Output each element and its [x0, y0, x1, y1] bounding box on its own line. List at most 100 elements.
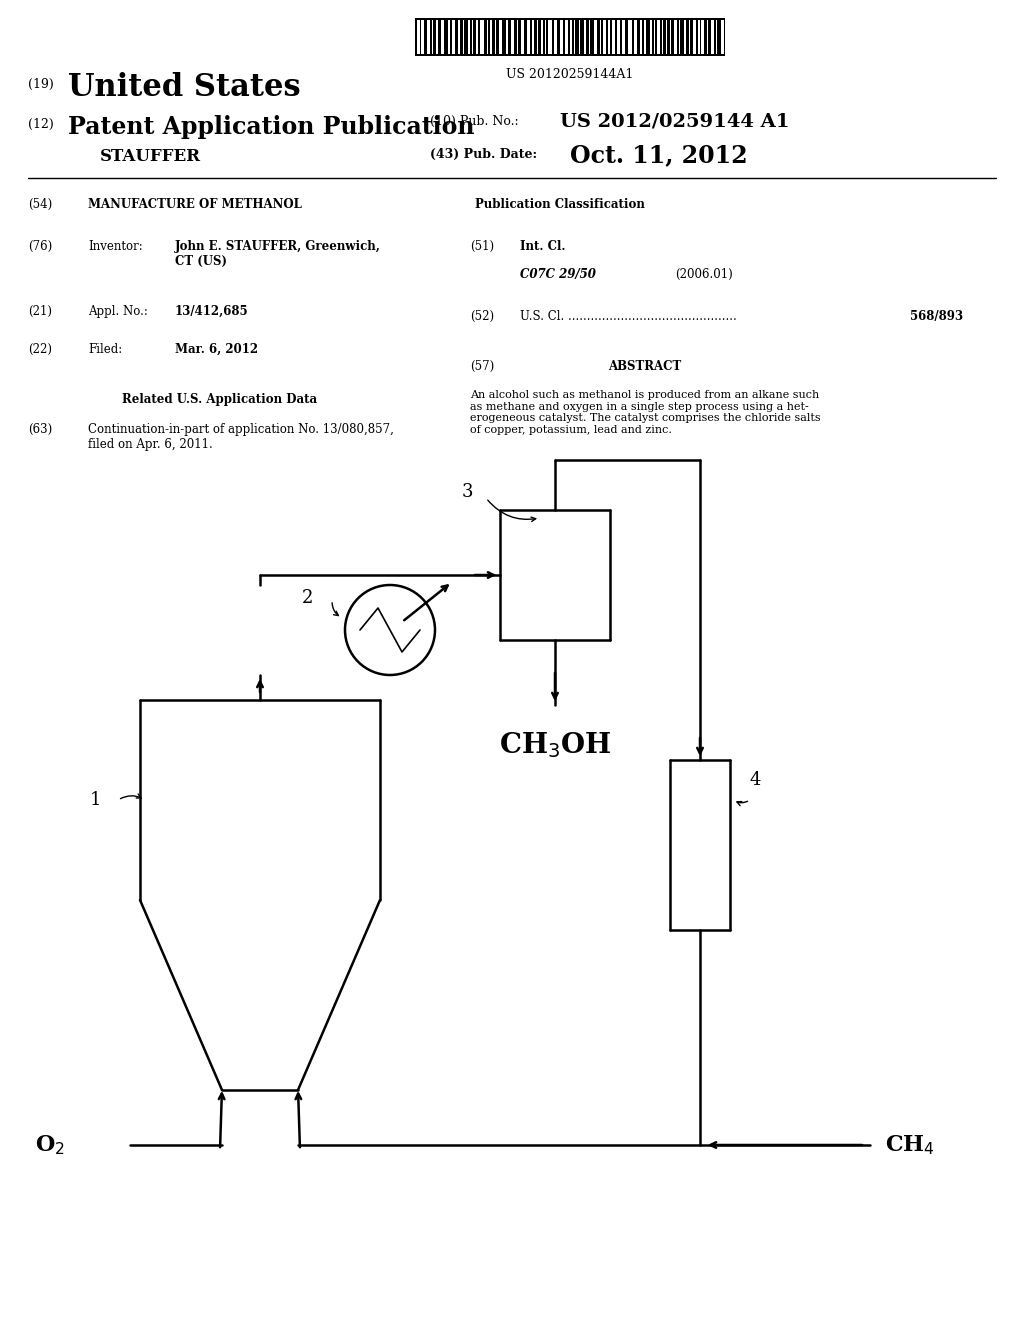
- Bar: [689, 20, 690, 54]
- Text: 1: 1: [90, 791, 101, 809]
- Bar: [441, 20, 444, 54]
- Bar: [579, 20, 581, 54]
- Text: Appl. No.:: Appl. No.:: [88, 305, 147, 318]
- Bar: [422, 20, 424, 54]
- Text: Filed:: Filed:: [88, 343, 122, 356]
- Text: US 2012/0259144 A1: US 2012/0259144 A1: [560, 112, 790, 129]
- Bar: [517, 20, 518, 54]
- Text: Related U.S. Application Data: Related U.S. Application Data: [123, 393, 317, 407]
- Bar: [545, 20, 546, 54]
- Bar: [531, 20, 534, 54]
- Text: (19): (19): [28, 78, 53, 91]
- Text: 3: 3: [462, 483, 473, 502]
- Text: (22): (22): [28, 343, 52, 356]
- Bar: [521, 20, 524, 54]
- Bar: [654, 20, 655, 54]
- Text: ABSTRACT: ABSTRACT: [608, 360, 682, 374]
- Bar: [644, 20, 646, 54]
- Text: (10) Pub. No.:: (10) Pub. No.:: [430, 115, 518, 128]
- Bar: [675, 20, 677, 54]
- Text: An alcohol such as methanol is produced from an alkane such
as methane and oxyge: An alcohol such as methanol is produced …: [470, 389, 820, 434]
- Bar: [594, 20, 597, 54]
- Text: (76): (76): [28, 240, 52, 253]
- Text: 4: 4: [750, 771, 762, 789]
- Bar: [574, 20, 575, 54]
- Bar: [716, 20, 717, 54]
- Bar: [565, 20, 568, 54]
- Text: (63): (63): [28, 422, 52, 436]
- Bar: [670, 20, 671, 54]
- Bar: [480, 20, 483, 54]
- Bar: [495, 20, 497, 54]
- Bar: [458, 20, 461, 54]
- Bar: [506, 20, 508, 54]
- Text: United States: United States: [68, 73, 301, 103]
- Text: (54): (54): [28, 198, 52, 211]
- Text: Int. Cl.: Int. Cl.: [520, 240, 565, 253]
- Text: Patent Application Publication: Patent Application Publication: [68, 115, 474, 139]
- Bar: [554, 20, 557, 54]
- Bar: [662, 20, 663, 54]
- Text: Mar. 6, 2012: Mar. 6, 2012: [175, 343, 258, 356]
- Text: Inventor:: Inventor:: [88, 240, 142, 253]
- Bar: [589, 20, 590, 54]
- Bar: [692, 20, 696, 54]
- Bar: [603, 20, 606, 54]
- Bar: [549, 20, 552, 54]
- Bar: [463, 20, 464, 54]
- Bar: [640, 20, 642, 54]
- Bar: [584, 20, 587, 54]
- Bar: [560, 20, 563, 54]
- Text: (52): (52): [470, 310, 495, 323]
- Bar: [649, 20, 652, 54]
- Bar: [628, 20, 632, 54]
- Bar: [500, 20, 502, 54]
- Text: O$_2$: O$_2$: [35, 1133, 65, 1156]
- Bar: [542, 20, 543, 54]
- Bar: [511, 20, 514, 54]
- Bar: [468, 20, 470, 54]
- Bar: [537, 20, 538, 54]
- Bar: [712, 20, 714, 54]
- Bar: [472, 20, 473, 54]
- Bar: [447, 20, 450, 54]
- Bar: [684, 20, 686, 54]
- Text: (51): (51): [470, 240, 495, 253]
- Text: MANUFACTURE OF METHANOL: MANUFACTURE OF METHANOL: [88, 198, 302, 211]
- Text: Publication Classification: Publication Classification: [475, 198, 645, 211]
- Bar: [698, 20, 699, 54]
- Bar: [489, 20, 492, 54]
- Text: (43) Pub. Date:: (43) Pub. Date:: [430, 148, 538, 161]
- Bar: [701, 20, 705, 54]
- Bar: [415, 18, 725, 55]
- Text: C07C 29/50: C07C 29/50: [520, 268, 596, 281]
- Bar: [600, 20, 601, 54]
- Text: U.S. Cl. .............................................: U.S. Cl. ...............................…: [520, 310, 736, 323]
- Text: 13/412,685: 13/412,685: [175, 305, 249, 318]
- Bar: [721, 20, 724, 54]
- Text: 2: 2: [302, 589, 313, 607]
- Bar: [417, 20, 420, 54]
- Bar: [453, 20, 456, 54]
- Bar: [634, 20, 637, 54]
- Text: (2006.01): (2006.01): [675, 268, 733, 281]
- Text: (57): (57): [470, 360, 495, 374]
- Bar: [679, 20, 681, 54]
- Text: Continuation-in-part of application No. 13/080,857,
filed on Apr. 6, 2011.: Continuation-in-part of application No. …: [88, 422, 394, 451]
- Bar: [617, 20, 620, 54]
- Bar: [476, 20, 478, 54]
- Text: (21): (21): [28, 305, 52, 318]
- Text: US 20120259144A1: US 20120259144A1: [506, 69, 634, 81]
- Bar: [427, 20, 430, 54]
- Text: Oct. 11, 2012: Oct. 11, 2012: [570, 143, 748, 168]
- Bar: [656, 20, 660, 54]
- Bar: [612, 20, 615, 54]
- Bar: [432, 20, 433, 54]
- Bar: [436, 20, 438, 54]
- Bar: [570, 20, 572, 54]
- Text: STAUFFER: STAUFFER: [100, 148, 201, 165]
- Text: CH$_4$: CH$_4$: [885, 1133, 935, 1156]
- Bar: [666, 20, 667, 54]
- Bar: [608, 20, 610, 54]
- Text: 568/893: 568/893: [910, 310, 964, 323]
